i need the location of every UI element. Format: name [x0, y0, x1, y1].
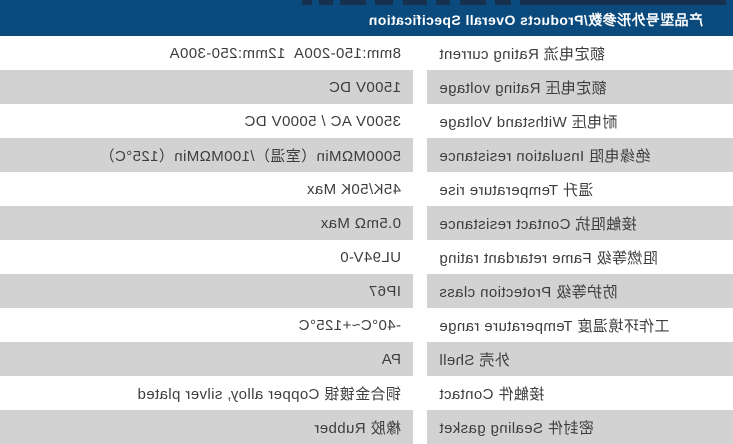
- column-divider: [413, 274, 427, 308]
- table-row: 耐电压 Withstand Voltage 3500V AC / 5000V D…: [0, 104, 733, 138]
- table-row: 额定电压 Rating voltage 1500V DC: [0, 70, 733, 104]
- table-header: 产品型号外形参数/Products Overall Specification: [0, 0, 733, 36]
- header-stripe-fragment: [403, 0, 427, 5]
- header-stripe-fragment: [302, 0, 312, 5]
- table-row: 阻燃等级 Fame retardant rating UL94V-0: [0, 240, 733, 274]
- spec-label: 温升 Temperature rise: [439, 181, 594, 199]
- table-row: 外壳 Shell PA: [0, 342, 733, 376]
- spec-label: 额定电压 Rating voltage: [439, 79, 607, 97]
- spec-value: 铜合金镀银 Copper alloy, silver plated: [137, 385, 401, 403]
- header-stripe-fragment: [340, 0, 366, 5]
- column-divider: [413, 376, 427, 410]
- column-divider: [413, 308, 427, 342]
- spec-value: 1500V DC: [328, 78, 401, 96]
- header-stripe-fragment: [436, 0, 450, 5]
- header-accent-stripe: [520, 0, 726, 5]
- column-divider: [413, 410, 427, 444]
- column-divider: [413, 36, 427, 70]
- spec-label: 防护等级 Protection class: [439, 283, 618, 301]
- spec-value: -40°C~+125°C: [298, 316, 401, 334]
- header-stripe-fragment: [495, 0, 511, 5]
- spec-value: UL94V-0: [339, 248, 401, 266]
- spec-value: 3500V AC / 5000V DC: [244, 112, 401, 130]
- table-row: 防护等级 Protection class IP67: [0, 274, 733, 308]
- spec-value: 0.5mΩ Max: [320, 214, 401, 232]
- page-title: 产品型号外形参数/Products Overall Specification: [368, 12, 703, 28]
- column-divider: [413, 104, 427, 138]
- spec-table: 额定电流 Rating current 8mm:150-200A 12mm:25…: [0, 36, 733, 444]
- spec-value: 45K/50K Max: [306, 180, 401, 198]
- header-stripe-fragment: [460, 0, 486, 5]
- spec-value: PA: [381, 350, 401, 368]
- spec-label: 绝缘电阻 Insulation resistance: [439, 147, 651, 165]
- spec-value: 5000MΩMin（室温）/100MΩMin（125°C）: [99, 147, 401, 165]
- table-row: 密封件 Sealing gasket 橡胶 Rubber: [0, 410, 733, 444]
- spec-value: IP67: [368, 282, 401, 300]
- column-divider: [413, 240, 427, 274]
- column-divider: [413, 70, 427, 104]
- spec-label: 接触件 Contact: [439, 385, 545, 403]
- column-divider: [413, 342, 427, 376]
- column-divider: [413, 138, 427, 172]
- spec-label: 耐电压 Withstand Voltage: [439, 113, 618, 131]
- table-row: 接触件 Contact 铜合金镀银 Copper alloy, silver p…: [0, 376, 733, 410]
- column-divider: [413, 172, 427, 206]
- column-divider: [413, 206, 427, 240]
- table-row: 额定电流 Rating current 8mm:150-200A 12mm:25…: [0, 36, 733, 70]
- header-stripe-fragment: [375, 0, 393, 5]
- table-row: 绝缘电阻 Insulation resistance 5000MΩMin（室温）…: [0, 138, 733, 172]
- spec-label: 接触阻抗 Contact resistance: [439, 215, 637, 233]
- spec-label: 密封件 Sealing gasket: [439, 419, 594, 437]
- table-row: 接触阻抗 Contact resistance 0.5mΩ Max: [0, 206, 733, 240]
- spec-label: 额定电流 Rating current: [439, 45, 605, 63]
- spec-label: 工作环境温度 Temperature range: [439, 317, 670, 335]
- spec-value: 8mm:150-200A 12mm:250-300A: [169, 44, 401, 62]
- spec-value: 橡胶 Rubber: [314, 419, 401, 437]
- table-row: 工作环境温度 Temperature range -40°C~+125°C: [0, 308, 733, 342]
- header-stripe-fragment: [319, 0, 333, 5]
- spec-label: 阻燃等级 Fame retardant rating: [439, 249, 658, 267]
- spec-label: 外壳 Shell: [439, 351, 510, 369]
- table-row: 温升 Temperature rise 45K/50K Max: [0, 172, 733, 206]
